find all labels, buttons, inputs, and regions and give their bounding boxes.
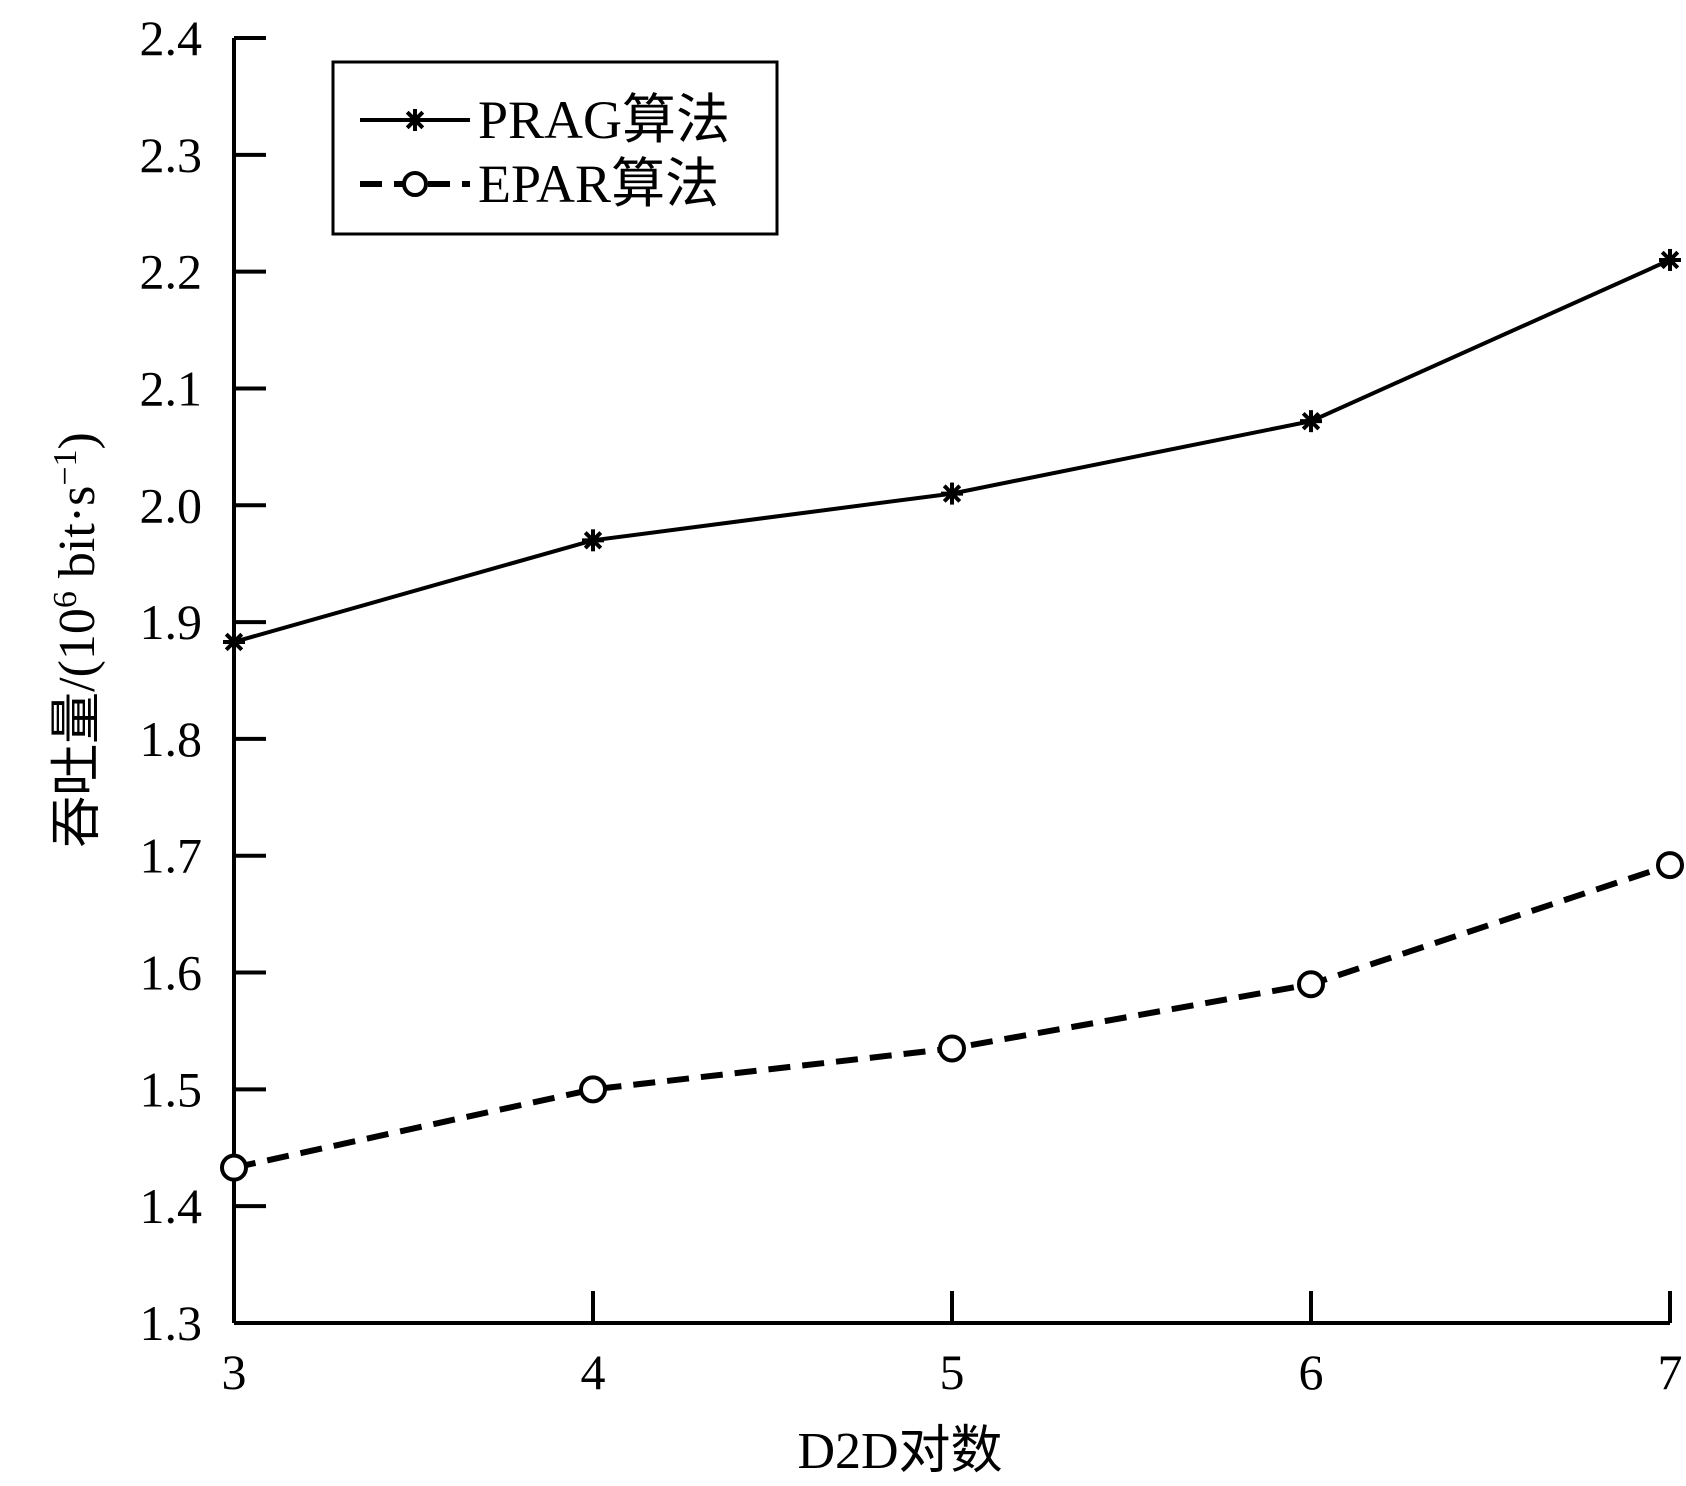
y-axis-title-suffix: ) <box>49 432 106 449</box>
series-0-point-0-center <box>230 637 238 646</box>
series-0-point-1-center <box>589 536 597 545</box>
legend: PRAG算法 EPAR算法 <box>331 60 779 236</box>
x-tick-label-4: 7 <box>1658 1344 1683 1400</box>
y-tick-label-10: 2.3 <box>140 127 203 183</box>
y-tick-label-4: 1.7 <box>140 828 203 884</box>
x-axis-title: D2D对数 <box>797 1423 1002 1480</box>
legend-marker-prag-glyph <box>404 109 426 131</box>
series-0-point-3-center <box>1307 417 1315 426</box>
series-0-point-2-center <box>948 489 956 498</box>
y-tick-label-2: 1.5 <box>140 1061 203 1117</box>
legend-marker-epar-glyph <box>402 171 428 197</box>
legend-label-prag: PRAG算法 <box>478 90 730 150</box>
y-tick-label-1: 1.4 <box>140 1178 203 1234</box>
y-axis-title-sup2: −1 <box>47 449 84 485</box>
series-0-point-1 <box>582 529 604 552</box>
series-1-point-3 <box>1297 970 1325 999</box>
series-0-point-0 <box>223 630 245 653</box>
y-tick-label-7: 2.0 <box>140 477 203 533</box>
y-tick-label-9: 2.2 <box>140 244 203 300</box>
y-axis-title: 吞吐量/(106 bit·s−1) <box>47 432 106 848</box>
x-tick-label-2: 5 <box>940 1344 965 1400</box>
x-tick-label-1: 4 <box>581 1344 606 1400</box>
series-0-point-3 <box>1300 410 1322 433</box>
y-tick-label-6: 1.9 <box>140 594 203 650</box>
legend-marker-prag-glyph-center <box>411 116 419 124</box>
legend-label-epar: EPAR算法 <box>478 154 719 214</box>
x-tick-label-0: 3 <box>222 1344 247 1400</box>
y-axis-title-prefix: 吞吐量/(10 <box>49 608 106 848</box>
y-tick-label-5: 1.8 <box>140 711 203 767</box>
y-tick-label-0: 1.3 <box>140 1295 203 1351</box>
legend-marker-prag <box>404 109 426 131</box>
series-line-1 <box>233 862 1671 1171</box>
y-tick-label-3: 1.6 <box>140 945 203 1001</box>
series-line-0 <box>233 258 1671 644</box>
legend-box <box>331 60 779 236</box>
series-layer <box>220 248 1684 1182</box>
series-1-point-0 <box>220 1153 248 1182</box>
series-1-point-2 <box>938 1034 966 1063</box>
series-0-point-4-center <box>1666 255 1674 264</box>
y-tick-label-11: 2.4 <box>140 10 203 66</box>
ticks: 1.3 1.4 1.5 1.6 1.7 1.8 1.9 2.0 2.1 2.2 2.3 2.4 3 4 5 6… <box>140 10 1683 1400</box>
series-1-point-4 <box>1656 851 1684 880</box>
legend-marker-epar <box>402 171 428 197</box>
y-tick-label-8: 2.1 <box>140 360 203 416</box>
y-axis-title-sup1: 6 <box>47 591 84 608</box>
x-tick-label-3: 6 <box>1299 1344 1324 1400</box>
series-1-point-1 <box>579 1075 607 1104</box>
series-0-point-4 <box>1659 248 1681 271</box>
series-0-point-2 <box>941 482 963 505</box>
y-axis-title-middle: bit·s <box>49 486 106 591</box>
